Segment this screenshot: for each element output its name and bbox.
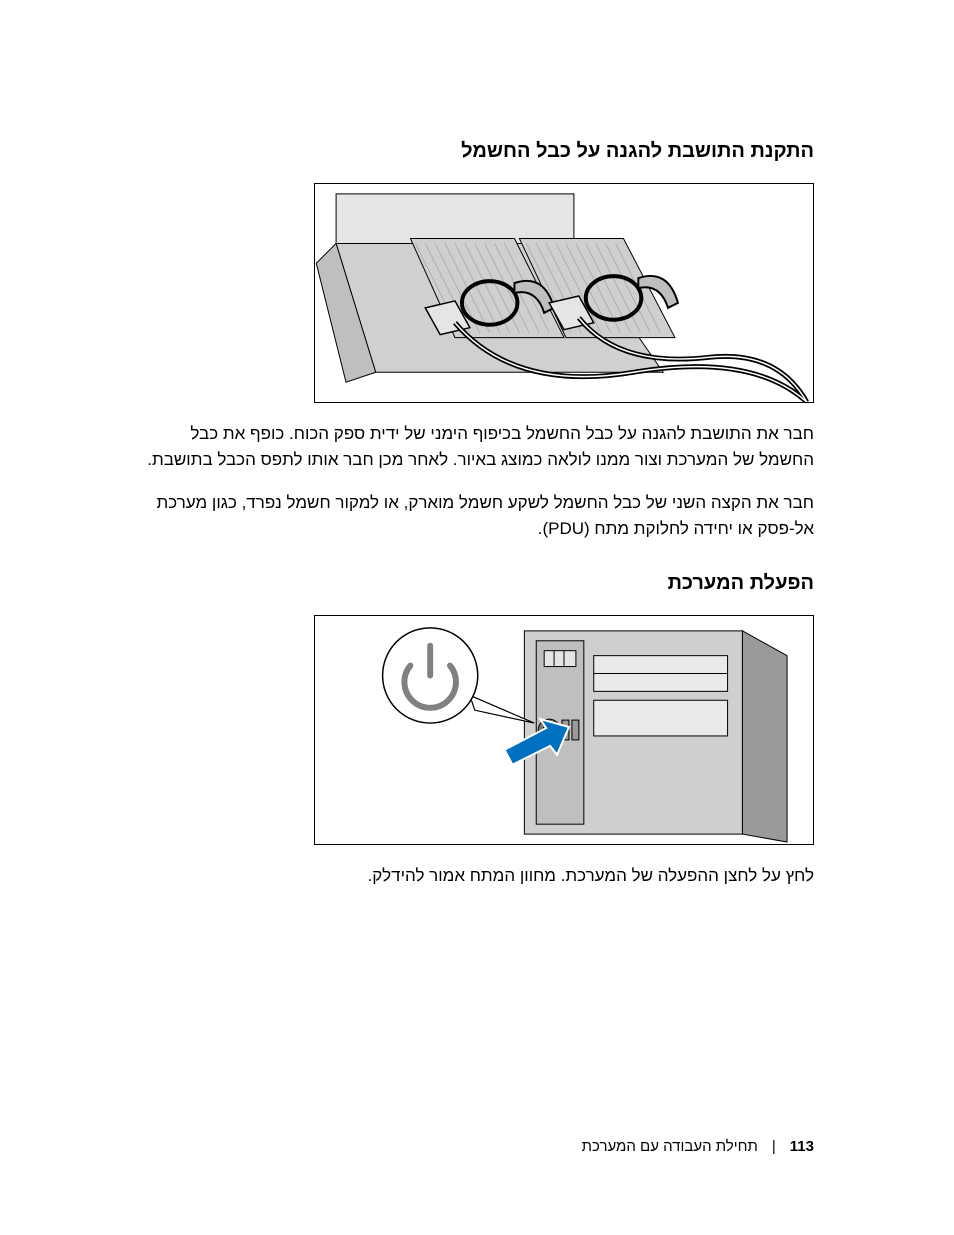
section2-para1: לחץ על לחצן ההפעלה של המערכת. מחוון המתח… (140, 863, 814, 889)
figure-power-on (314, 615, 814, 845)
figure1-svg (315, 184, 813, 402)
figure2-svg (315, 616, 813, 844)
section1-para1: חבר את התושבת להגנה על כבל החשמל בכיפוף … (140, 421, 814, 474)
document-page: התקנת התושבת להגנה על כבל החשמל (0, 0, 954, 1235)
section1-para2: חבר את הקצה השני של כבל החשמל לשקע חשמל … (140, 490, 814, 543)
content-area: התקנת התושבת להגנה על כבל החשמל (140, 140, 814, 890)
footer-section-title: תחילת העבודה עם המערכת (582, 1138, 758, 1155)
section2-heading: הפעלת המערכת (140, 572, 814, 595)
figure-power-cable-bracket (314, 183, 814, 403)
section1-heading: התקנת התושבת להגנה על כבל החשמל (140, 140, 814, 163)
footer-separator: | (772, 1138, 776, 1155)
page-footer: תחילת העבודה עם המערכת | 113 (140, 1138, 814, 1155)
page-number: 113 (790, 1138, 814, 1155)
